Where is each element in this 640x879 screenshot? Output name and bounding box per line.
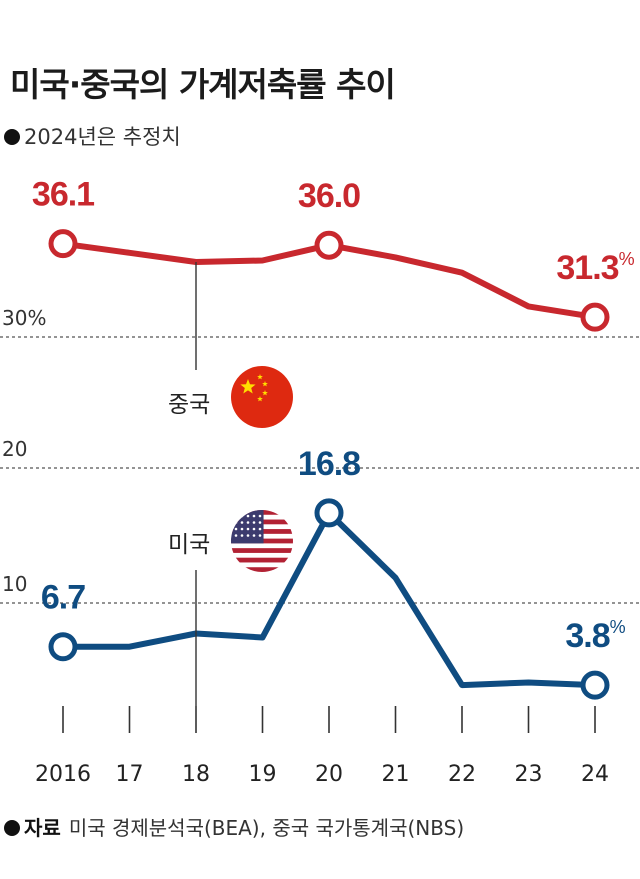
us-flag-icon xyxy=(231,510,293,572)
x-tick-label: 19 xyxy=(249,762,277,787)
china-flag-icon xyxy=(231,366,293,428)
data-point-marker-us xyxy=(314,498,344,528)
data-label-china: 31.3% xyxy=(556,249,634,287)
source-note: 자료 미국 경제분석국(BEA), 중국 국가통계국(NBS) xyxy=(4,812,464,841)
data-point-marker-china xyxy=(48,229,78,259)
subtitle-text: 2024년은 추정치 xyxy=(24,125,181,149)
data-point-marker-us xyxy=(48,632,78,662)
x-tick-label: 17 xyxy=(116,762,144,787)
chart-title: 미국·중국의 가계저축률 추이 xyxy=(10,65,396,104)
data-label-us: 3.8% xyxy=(565,617,625,655)
data-label-us: 16.8 xyxy=(298,445,360,483)
source-text: 미국 경제분석국(BEA), 중국 국가통계국(NBS) xyxy=(68,816,465,840)
data-label-china: 36.1 xyxy=(32,176,94,214)
source-label: 자료 xyxy=(24,816,61,840)
data-label-us: 6.7 xyxy=(41,579,85,617)
x-tick-label: 24 xyxy=(581,762,609,787)
y-tick-label-30: 30% xyxy=(2,306,46,330)
legend-label-us: 미국 xyxy=(168,532,210,558)
legend-label-china: 중국 xyxy=(168,392,210,418)
data-label-china: 36.0 xyxy=(298,177,360,215)
x-tick-label: 22 xyxy=(448,762,476,787)
bullet-dot-icon xyxy=(4,820,20,836)
series-line-us xyxy=(60,509,598,689)
x-tick-label: 20 xyxy=(315,762,343,787)
data-point-marker-china xyxy=(580,302,610,332)
bullet-dot-icon xyxy=(4,129,20,145)
x-tick-label: 2016 xyxy=(35,762,91,787)
data-point-marker-us xyxy=(580,670,610,700)
x-tick-label: 23 xyxy=(515,762,543,787)
x-tick-label: 18 xyxy=(182,762,210,787)
subtitle-note: 2024년은 추정치 xyxy=(4,121,181,151)
x-tick-label: 21 xyxy=(382,762,410,787)
y-tick-label-10: 10 xyxy=(2,572,27,596)
data-point-marker-china xyxy=(314,230,344,260)
y-tick-label-20: 20 xyxy=(2,437,27,461)
